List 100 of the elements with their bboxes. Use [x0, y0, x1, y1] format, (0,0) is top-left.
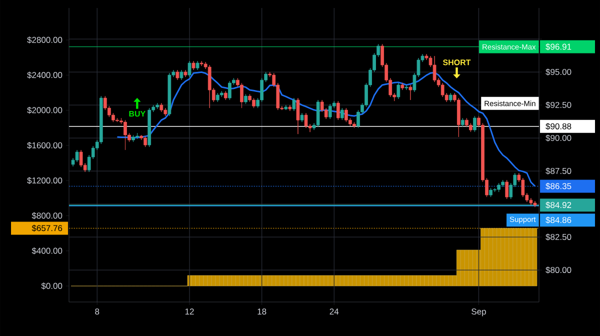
- candlestick: [344, 108, 348, 122]
- bar: [468, 250, 473, 286]
- candlestick: [473, 116, 476, 132]
- bar: [252, 275, 256, 286]
- bar: [244, 275, 248, 286]
- candlestick: [328, 104, 332, 120]
- candlestick: [136, 132, 139, 140]
- y2-tick-label: $2400.00: [27, 72, 62, 79]
- bar: [464, 250, 469, 286]
- candlestick: [400, 82, 404, 90]
- bar: [388, 275, 393, 286]
- bar: [384, 275, 389, 286]
- candlestick: [168, 72, 172, 116]
- bar: [396, 275, 401, 286]
- candlestick: [304, 112, 308, 128]
- bar: [288, 275, 292, 286]
- y2-tick-label: $2000.00: [27, 106, 62, 114]
- candlestick: [188, 60, 192, 78]
- annotation: BUY: [129, 111, 146, 117]
- bar: [324, 275, 328, 286]
- y2-tick-label: $657.76: [32, 224, 62, 232]
- candlestick: [160, 102, 164, 112]
- bar: [316, 275, 320, 286]
- candlestick: [461, 118, 464, 128]
- bar: [428, 275, 433, 286]
- candlestick: [176, 70, 180, 80]
- candlestick: [316, 100, 320, 128]
- bar: [236, 275, 240, 286]
- bar: [300, 275, 304, 286]
- bar: [512, 228, 518, 286]
- bar: [420, 275, 425, 286]
- candlestick: [224, 90, 228, 100]
- bar: [224, 275, 228, 286]
- bar: [256, 275, 260, 286]
- bar: [500, 228, 505, 286]
- bar: [268, 275, 272, 286]
- bar: [336, 275, 340, 286]
- y2-tick-label: $800.00: [32, 212, 62, 220]
- bar: [348, 275, 352, 286]
- bar: [432, 275, 437, 286]
- bar: [232, 275, 236, 286]
- x-tick-label: Sep: [472, 308, 486, 316]
- bar: [215, 275, 220, 286]
- candlestick: [196, 60, 200, 70]
- y-tick-label: $80.00: [546, 266, 572, 274]
- y2-tick-label: $2800.00: [27, 36, 62, 44]
- bar: [460, 250, 465, 286]
- candlestick: [408, 84, 412, 100]
- x-tick-label: 18: [258, 308, 266, 315]
- bar: [320, 275, 324, 286]
- candlestick: [284, 104, 288, 110]
- candlestick: [505, 180, 509, 200]
- bar: [440, 275, 445, 286]
- candlestick: [489, 188, 492, 198]
- bar: [191, 275, 196, 286]
- bar: [344, 275, 348, 286]
- y-tick-label: $90.00: [546, 134, 572, 142]
- candlestick: [144, 136, 147, 148]
- bar: [368, 275, 372, 286]
- bar: [203, 275, 208, 286]
- candlestick: [244, 94, 248, 104]
- bar: [524, 228, 530, 286]
- bar: [424, 275, 429, 286]
- bar: [444, 275, 449, 286]
- bar: [456, 250, 461, 286]
- candlestick: [216, 92, 220, 102]
- candlestick: [404, 84, 408, 90]
- y-tick-label: $84.92: [546, 202, 572, 209]
- candlestick: [352, 122, 356, 128]
- bar: [492, 228, 497, 286]
- candlestick: [300, 112, 304, 122]
- candlestick: [124, 120, 127, 150]
- bar: [276, 275, 280, 286]
- bar: [516, 228, 522, 286]
- y-tick-label: $87.50: [546, 168, 572, 174]
- y2-tick-label: $400.00: [32, 247, 62, 254]
- candlestick: [208, 64, 212, 108]
- y2-tick-label: $0.00: [41, 282, 62, 290]
- candlestick: [288, 104, 292, 112]
- bar: [376, 275, 380, 286]
- bar: [532, 228, 538, 286]
- bar: [528, 228, 534, 286]
- candlestick: [200, 60, 204, 66]
- bar: [404, 275, 409, 286]
- candlestick: [296, 98, 300, 134]
- bar: [312, 275, 316, 286]
- bar: [392, 275, 397, 286]
- bar: [408, 275, 413, 286]
- bar: [340, 275, 344, 286]
- annotation: SHORT: [442, 60, 471, 66]
- bar: [240, 275, 244, 286]
- y-tick-label: $82.50: [546, 234, 572, 240]
- bar: [472, 250, 477, 286]
- bar: [211, 275, 216, 286]
- bar: [308, 275, 312, 286]
- candlestick: [340, 108, 344, 120]
- bar: [272, 275, 276, 286]
- bar: [488, 228, 493, 286]
- bar: [292, 275, 296, 286]
- candlestick: [252, 98, 256, 108]
